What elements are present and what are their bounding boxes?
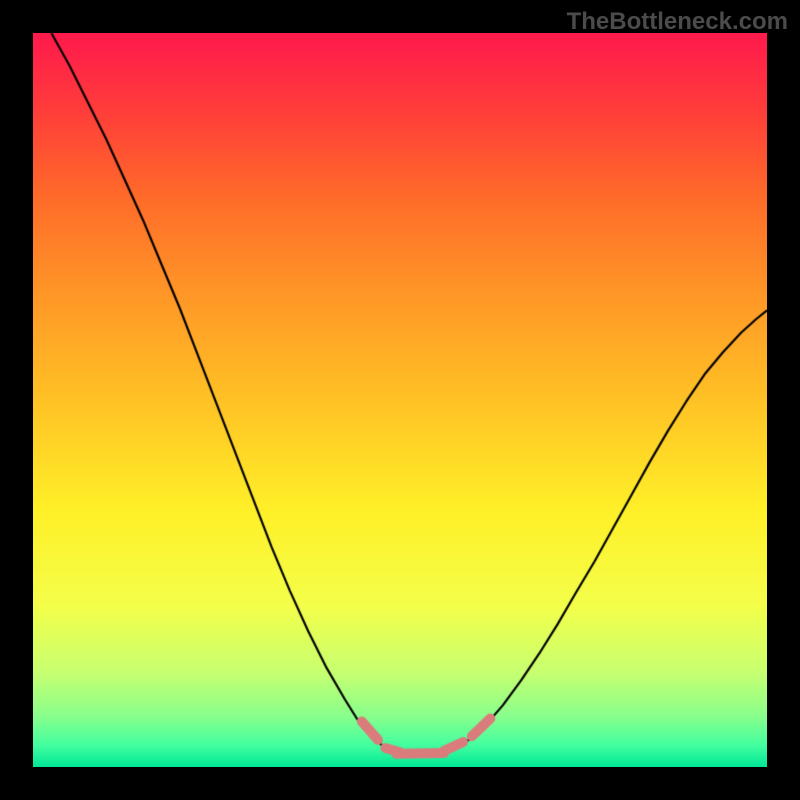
plot-area [33, 33, 767, 767]
bottleneck-curve [33, 33, 767, 767]
chart-wrapper: TheBottleneck.com [0, 0, 800, 800]
watermark-label: TheBottleneck.com [567, 8, 788, 36]
